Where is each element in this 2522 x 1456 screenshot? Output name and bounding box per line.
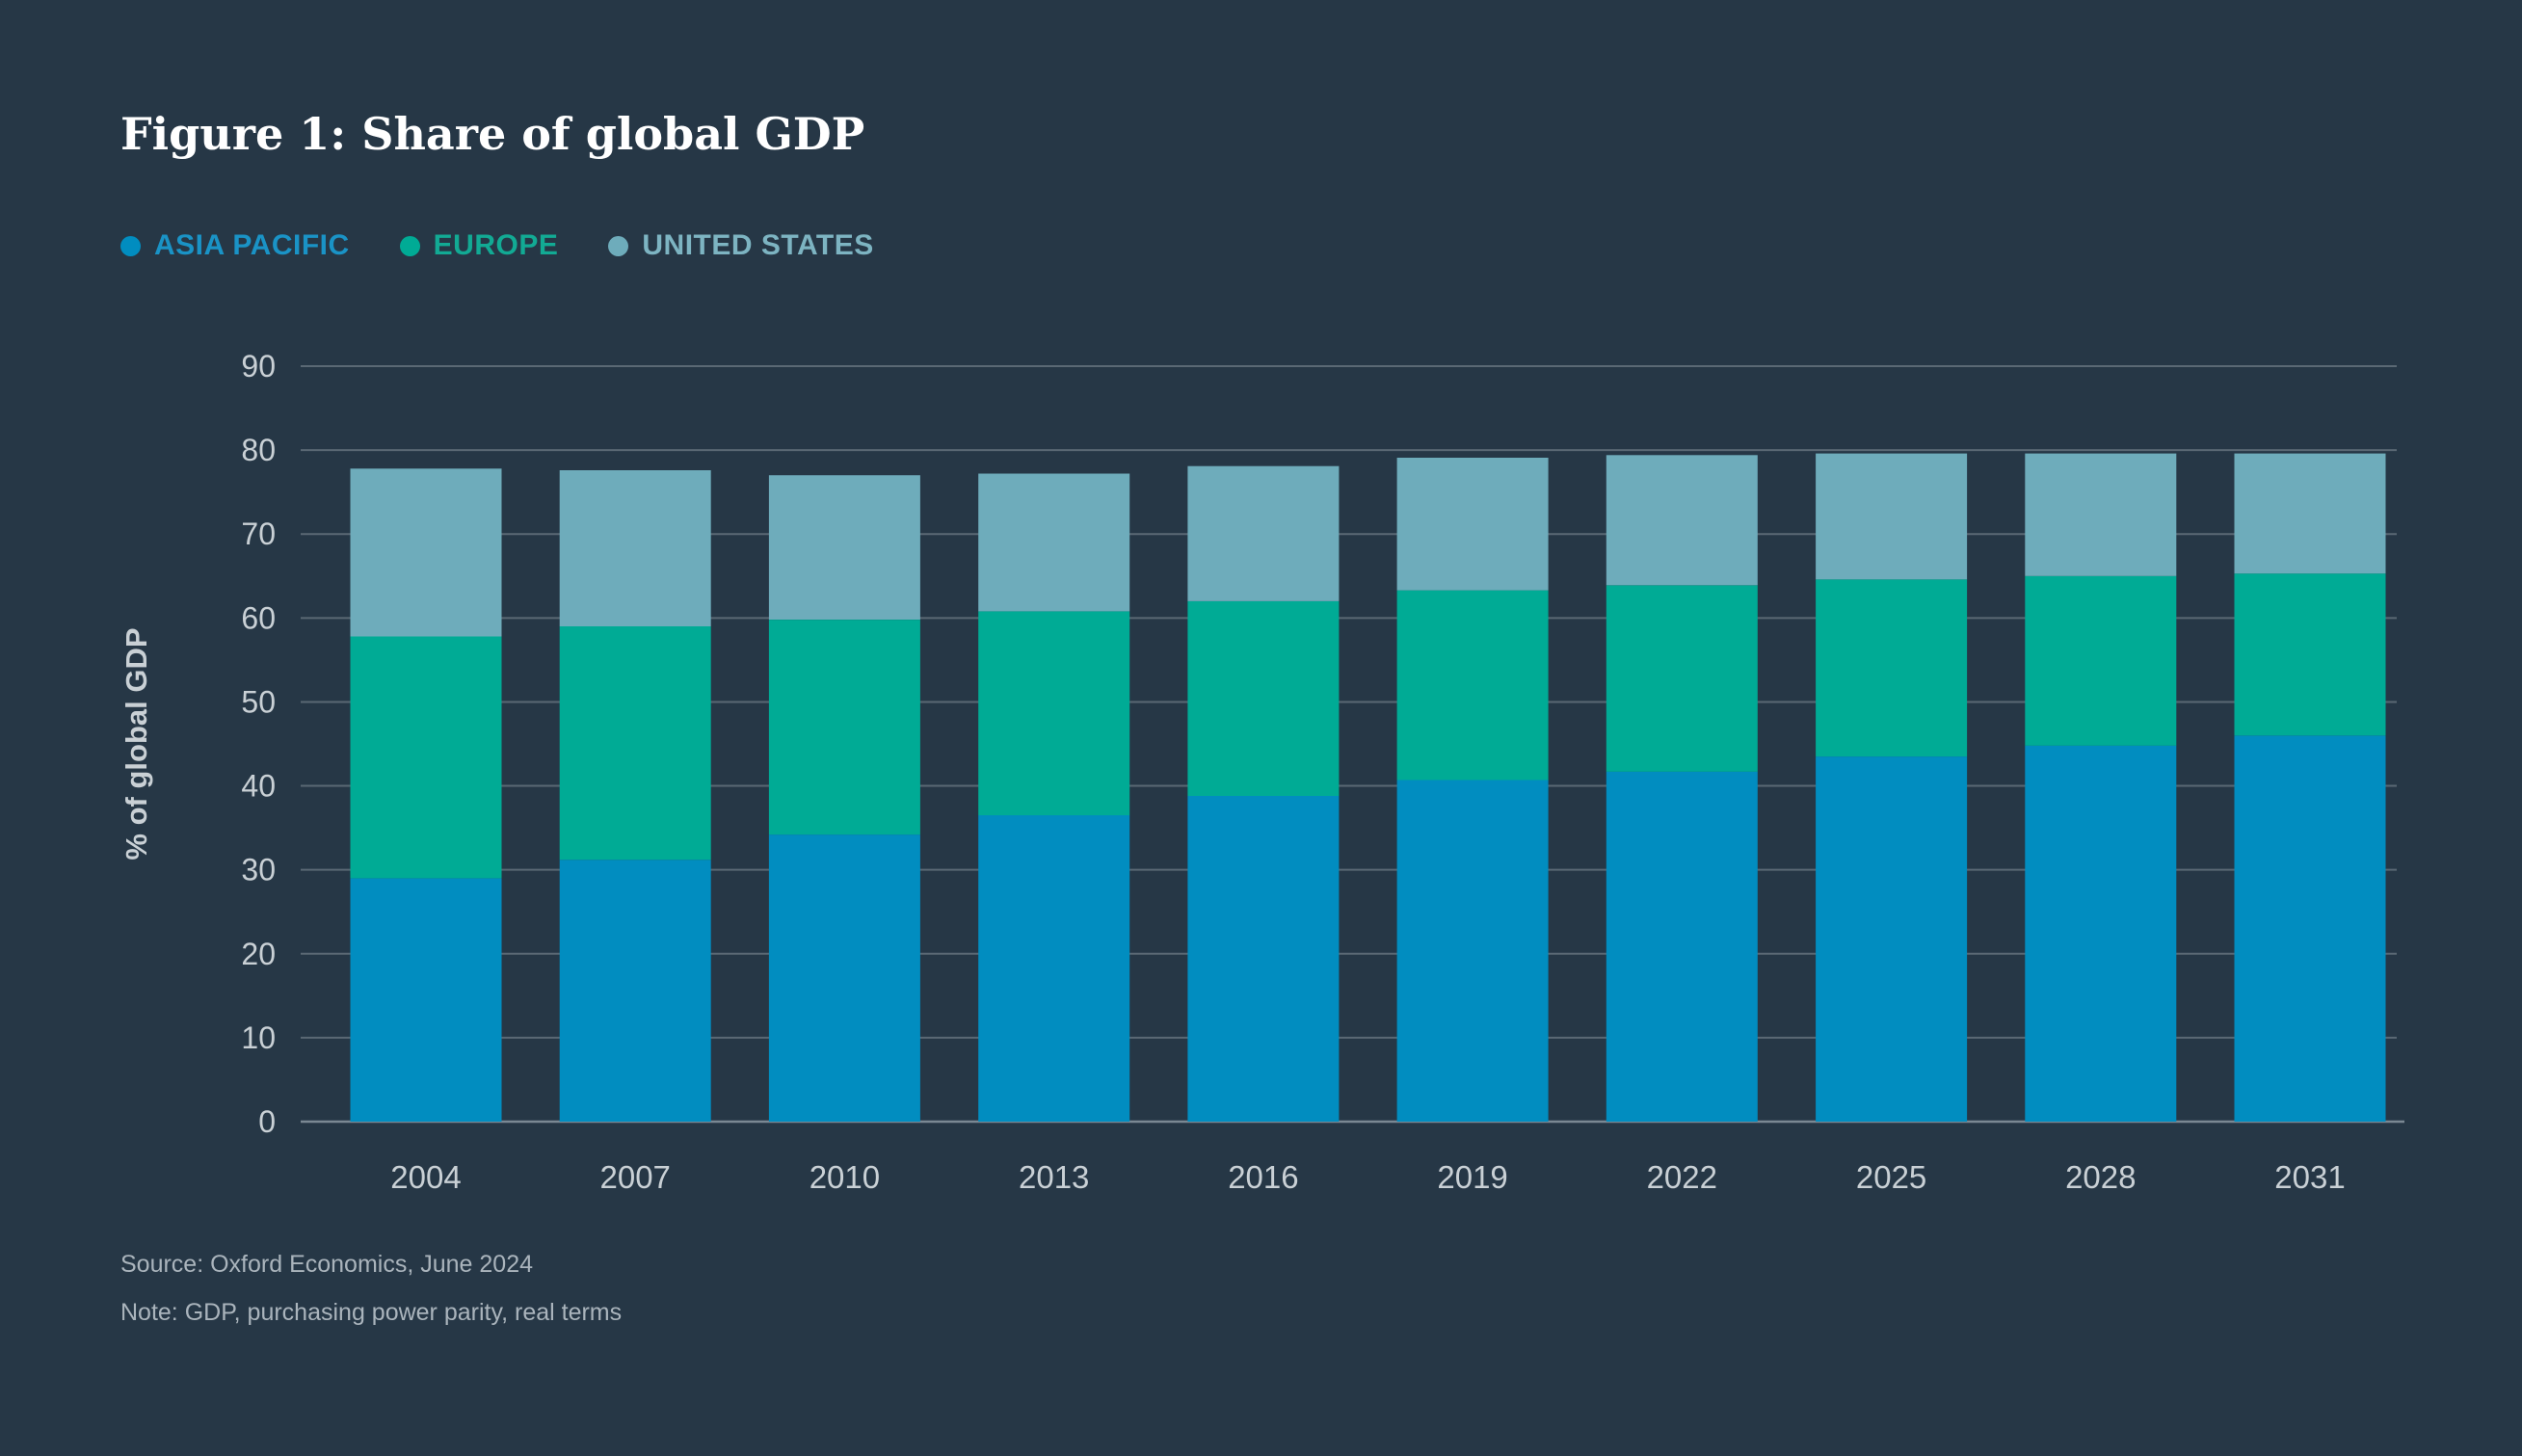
bar-united-states-2028 — [2025, 453, 2177, 576]
y-tick-label-60: 60 — [241, 600, 276, 635]
bar-united-states-2007 — [559, 470, 711, 626]
bar-asia-pacific-2007 — [559, 860, 711, 1122]
legend-swatch-asia-pacific — [120, 235, 141, 256]
bar-asia-pacific-2031 — [2234, 735, 2386, 1122]
legend-swatch-europe — [399, 235, 420, 256]
x-tick-label-2004: 2004 — [390, 1159, 461, 1195]
x-tick-label-2025: 2025 — [1856, 1159, 1926, 1195]
x-tick-label-2016: 2016 — [1228, 1159, 1298, 1195]
y-tick-label-50: 50 — [241, 684, 276, 719]
bar-europe-2028 — [2025, 575, 2177, 746]
bar-asia-pacific-2013 — [978, 815, 1130, 1122]
bar-united-states-2019 — [1396, 458, 1549, 591]
bars — [350, 453, 2386, 1122]
bar-asia-pacific-2016 — [1187, 796, 1340, 1122]
source-note: Source: Oxford Economics, June 2024 — [120, 1251, 534, 1278]
bar-united-states-2010 — [768, 475, 920, 620]
x-tick-label-2022: 2022 — [1647, 1159, 1717, 1195]
bar-europe-2031 — [2234, 573, 2386, 736]
bar-united-states-2022 — [1606, 455, 1758, 586]
bar-europe-2004 — [350, 636, 502, 879]
bar-asia-pacific-2022 — [1606, 771, 1758, 1122]
bar-europe-2007 — [559, 626, 711, 860]
legend-label-united-states: UNITED STATES — [642, 229, 874, 261]
bar-asia-pacific-2004 — [350, 878, 502, 1122]
x-tick-label-2019: 2019 — [1437, 1159, 1507, 1195]
bar-asia-pacific-2010 — [768, 834, 920, 1122]
y-tick-label-30: 30 — [241, 853, 276, 887]
footnote: Note: GDP, purchasing power parity, real… — [120, 1299, 623, 1326]
x-tick-label-2010: 2010 — [810, 1159, 880, 1195]
bar-united-states-2004 — [350, 468, 502, 637]
y-tick-label-20: 20 — [241, 937, 276, 971]
y-tick-label-70: 70 — [241, 516, 276, 551]
legend-swatch-united-states — [608, 235, 629, 256]
legend-item-europe: EUROPE — [399, 229, 559, 262]
bar-asia-pacific-2019 — [1396, 780, 1549, 1122]
y-axis-label: % of global GDP — [119, 627, 153, 860]
x-tick-label-2007: 2007 — [599, 1159, 670, 1195]
y-tick-label-0: 0 — [258, 1104, 276, 1139]
bar-europe-2022 — [1606, 585, 1758, 772]
bar-europe-2016 — [1187, 600, 1340, 796]
bar-europe-2013 — [978, 611, 1130, 816]
x-axis-ticks: 2004 2007 2010 2013 2016 2019 2022 2025 2028 2031 — [390, 1159, 2345, 1195]
bar-united-states-2016 — [1187, 465, 1340, 601]
x-tick-label-2028: 2028 — [2065, 1159, 2136, 1195]
bar-united-states-2031 — [2234, 453, 2386, 574]
bar-europe-2019 — [1396, 590, 1549, 781]
y-tick-label-10: 10 — [241, 1020, 276, 1055]
chart-title: Figure 1: Share of global GDP — [120, 108, 865, 160]
y-tick-label-90: 90 — [241, 349, 276, 384]
bar-asia-pacific-2028 — [2025, 745, 2177, 1122]
bar-united-states-2013 — [978, 473, 1130, 612]
y-tick-label-40: 40 — [241, 769, 276, 804]
legend-item-asia-pacific: ASIA PACIFIC — [120, 229, 350, 262]
bar-asia-pacific-2025 — [1816, 756, 1968, 1122]
legend-item-united-states: UNITED STATES — [608, 229, 873, 262]
y-axis-ticks: 0 10 20 30 40 50 60 70 80 90 — [241, 349, 276, 1139]
legend-label-europe: EUROPE — [433, 229, 559, 261]
legend-label-asia-pacific: ASIA PACIFIC — [154, 229, 350, 261]
bar-europe-2010 — [768, 620, 920, 835]
y-tick-label-80: 80 — [241, 433, 276, 467]
x-tick-label-2031: 2031 — [2274, 1159, 2345, 1195]
x-tick-label-2013: 2013 — [1019, 1159, 1089, 1195]
bar-united-states-2025 — [1816, 453, 1968, 580]
chart-legend: ASIA PACIFIC EUROPE UNITED STATES — [120, 229, 924, 262]
bar-europe-2025 — [1816, 579, 1968, 757]
